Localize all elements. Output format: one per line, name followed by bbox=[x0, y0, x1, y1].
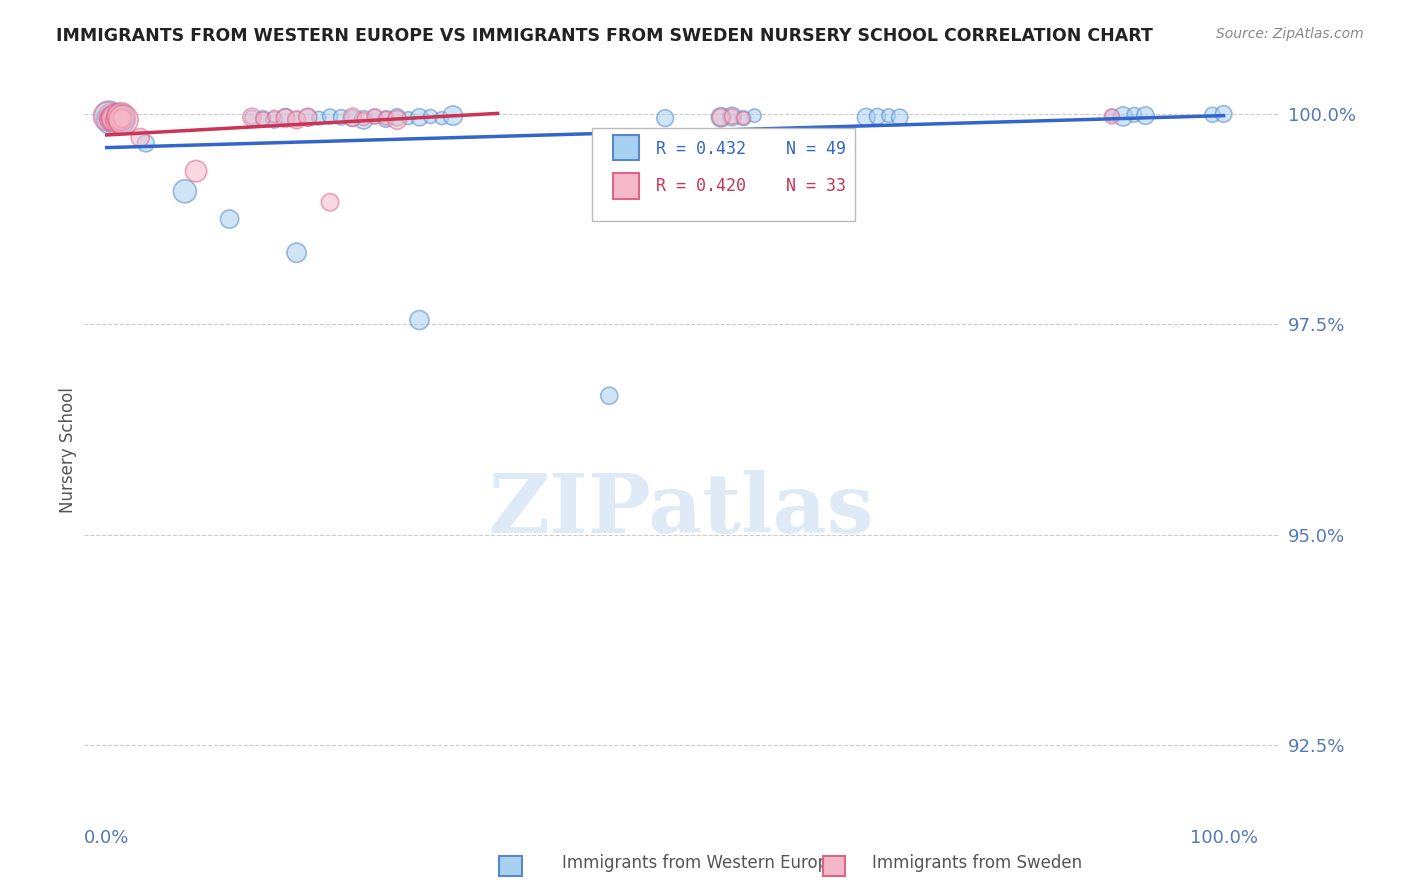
Point bbox=[105, 112, 128, 127]
Point bbox=[1201, 108, 1223, 122]
Point bbox=[252, 112, 274, 126]
Point bbox=[135, 136, 157, 151]
Point bbox=[274, 110, 297, 124]
Text: ZIPatlas: ZIPatlas bbox=[489, 470, 875, 549]
Point bbox=[342, 111, 364, 125]
Point bbox=[108, 111, 131, 125]
Point bbox=[240, 111, 263, 125]
Point bbox=[97, 111, 120, 125]
Point bbox=[101, 111, 124, 125]
Point bbox=[240, 111, 263, 125]
Point bbox=[98, 113, 121, 128]
Point bbox=[129, 130, 152, 145]
Point bbox=[107, 112, 129, 126]
Point bbox=[285, 112, 308, 127]
Point bbox=[721, 110, 744, 124]
Point bbox=[1101, 109, 1123, 123]
Point bbox=[103, 112, 125, 126]
Point bbox=[252, 111, 274, 125]
Point bbox=[441, 109, 464, 123]
Point bbox=[408, 111, 430, 125]
Point bbox=[100, 110, 122, 124]
Point bbox=[97, 109, 120, 123]
Point bbox=[1101, 110, 1123, 124]
Point bbox=[274, 111, 297, 125]
Point bbox=[744, 109, 766, 123]
Point bbox=[319, 195, 342, 210]
Point bbox=[721, 110, 744, 124]
Point bbox=[342, 111, 364, 125]
Text: Immigrants from Western Europe: Immigrants from Western Europe bbox=[562, 855, 839, 872]
Point bbox=[111, 111, 134, 125]
Point bbox=[877, 109, 900, 123]
Point bbox=[105, 110, 128, 124]
Point bbox=[710, 111, 733, 125]
Point bbox=[866, 110, 889, 124]
Point bbox=[855, 111, 877, 125]
Point bbox=[733, 111, 755, 125]
Point bbox=[353, 112, 375, 126]
Point bbox=[297, 111, 319, 125]
FancyBboxPatch shape bbox=[613, 135, 638, 161]
Point bbox=[1112, 110, 1135, 124]
Point bbox=[97, 111, 120, 125]
Point bbox=[430, 111, 453, 125]
Point bbox=[285, 112, 308, 126]
Point bbox=[103, 111, 125, 125]
Point bbox=[112, 112, 135, 126]
Point bbox=[108, 112, 131, 126]
Point bbox=[374, 111, 396, 125]
Point bbox=[103, 110, 125, 124]
Point bbox=[263, 110, 285, 124]
Point bbox=[107, 109, 129, 123]
Point bbox=[1135, 109, 1157, 123]
Text: Immigrants from Sweden: Immigrants from Sweden bbox=[872, 855, 1081, 872]
Point bbox=[297, 111, 319, 125]
Point bbox=[396, 111, 419, 125]
Point bbox=[308, 111, 330, 125]
FancyBboxPatch shape bbox=[613, 173, 638, 199]
Point bbox=[112, 112, 135, 127]
Point bbox=[889, 111, 911, 125]
Point bbox=[110, 112, 132, 127]
Point bbox=[263, 112, 285, 127]
Point bbox=[184, 164, 207, 178]
Point bbox=[101, 112, 124, 126]
Point bbox=[385, 112, 408, 127]
Point bbox=[419, 110, 441, 124]
Point bbox=[110, 110, 132, 124]
Point bbox=[598, 389, 620, 403]
Point bbox=[97, 110, 120, 124]
Point bbox=[218, 212, 240, 227]
Point bbox=[104, 112, 127, 127]
Point bbox=[654, 111, 676, 125]
FancyBboxPatch shape bbox=[592, 128, 855, 221]
Point bbox=[103, 111, 125, 125]
Point bbox=[353, 112, 375, 127]
Point bbox=[364, 110, 387, 124]
Text: R = 0.420    N = 33: R = 0.420 N = 33 bbox=[655, 178, 845, 195]
Point bbox=[108, 111, 131, 125]
Point bbox=[1123, 108, 1146, 122]
Text: IMMIGRANTS FROM WESTERN EUROPE VS IMMIGRANTS FROM SWEDEN NURSERY SCHOOL CORRELAT: IMMIGRANTS FROM WESTERN EUROPE VS IMMIGR… bbox=[56, 27, 1153, 45]
Point bbox=[173, 185, 195, 199]
Point bbox=[108, 111, 131, 125]
Text: R = 0.432    N = 49: R = 0.432 N = 49 bbox=[655, 140, 845, 158]
Point bbox=[364, 110, 387, 124]
Y-axis label: Nursery School: Nursery School bbox=[59, 387, 77, 514]
Point bbox=[733, 111, 755, 125]
Point bbox=[319, 110, 342, 124]
Point bbox=[408, 313, 430, 327]
Point bbox=[111, 110, 134, 124]
Point bbox=[98, 112, 121, 127]
Point bbox=[330, 111, 353, 125]
Point bbox=[1212, 107, 1234, 121]
Point bbox=[385, 111, 408, 125]
Point bbox=[710, 111, 733, 125]
Point bbox=[374, 112, 396, 126]
Point bbox=[104, 111, 127, 125]
Point bbox=[100, 109, 122, 123]
Point bbox=[285, 245, 308, 260]
Text: Source: ZipAtlas.com: Source: ZipAtlas.com bbox=[1216, 27, 1364, 41]
